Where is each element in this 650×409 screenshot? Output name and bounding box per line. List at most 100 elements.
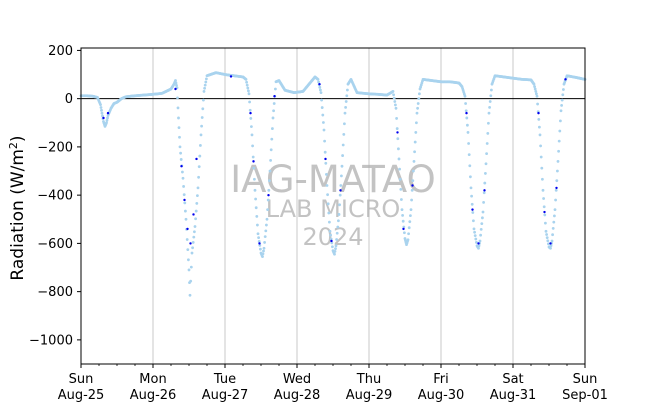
point-light [270, 137, 274, 141]
point-light [254, 206, 258, 210]
y-tick-label: 0 [65, 92, 73, 107]
point-light [479, 227, 483, 231]
point-light [542, 205, 546, 209]
point-light [549, 244, 553, 248]
point-light [340, 174, 343, 178]
point-dark [543, 210, 546, 214]
point-dark [106, 111, 110, 115]
point-light [331, 245, 334, 249]
point-dark [318, 82, 321, 86]
point-light [467, 153, 471, 157]
point-light [401, 219, 405, 223]
point-light [486, 131, 490, 135]
point-light [335, 231, 339, 235]
point-light [410, 198, 413, 202]
point-light [269, 159, 272, 162]
point-light [559, 109, 563, 113]
y-tick-label: −200 [37, 140, 73, 155]
point-light [201, 107, 205, 111]
point-light [181, 170, 184, 174]
point-dark [564, 78, 567, 81]
x-tick-label: Aug-27 [202, 388, 249, 403]
point-light [543, 213, 547, 217]
point-light [320, 98, 323, 102]
point-light [392, 93, 395, 97]
point-light [406, 239, 409, 243]
point-light [100, 108, 103, 112]
point-light [463, 92, 466, 96]
point-light [490, 88, 493, 92]
y-tick-label: −800 [37, 285, 73, 300]
point-light [192, 235, 196, 239]
x-tick-label: Sep-01 [562, 388, 608, 403]
point-light [324, 161, 328, 165]
point-light [205, 77, 208, 81]
point-light [473, 234, 477, 238]
x-tick-day: Thu [356, 372, 381, 387]
y-axis-label: Radiation (W/m2) [7, 135, 28, 280]
y-tick-label: −400 [37, 189, 73, 204]
point-dark [249, 111, 252, 115]
point-light [560, 104, 563, 107]
point-light [197, 165, 201, 169]
point-dark [186, 227, 189, 231]
point-light [467, 142, 470, 145]
point-light [412, 159, 416, 163]
point-light [532, 81, 535, 85]
point-light [247, 92, 251, 96]
point-light [558, 129, 562, 133]
point-dark [267, 193, 270, 197]
point-light [535, 92, 538, 96]
point-dark [195, 157, 198, 161]
point-light [323, 139, 326, 143]
point-light [261, 252, 265, 256]
point-light [199, 144, 202, 147]
point-light [321, 113, 325, 117]
point-light [200, 124, 204, 128]
point-light [193, 225, 197, 228]
point-light [394, 106, 398, 110]
point-light [346, 88, 349, 92]
point-light [538, 125, 541, 129]
point-light [203, 83, 207, 87]
point-light [401, 214, 404, 217]
point-dark [555, 186, 558, 190]
point-light [545, 233, 548, 236]
point-dark [229, 75, 233, 78]
point-light [470, 194, 473, 198]
point-light [466, 123, 469, 127]
point-light [265, 217, 269, 221]
point-light [272, 109, 275, 113]
point-light [176, 106, 180, 110]
point-light [488, 100, 492, 103]
point-light [340, 164, 344, 168]
point-light [554, 188, 558, 192]
x-tick-label: Aug-28 [274, 388, 321, 403]
point-light [344, 105, 347, 109]
point-light [250, 133, 254, 137]
point-light [539, 155, 543, 159]
point-light [469, 175, 472, 179]
point-light [268, 169, 272, 173]
point-light [418, 92, 421, 96]
point-light [484, 162, 488, 166]
point-light [537, 118, 541, 121]
point-light [109, 108, 112, 112]
point-light [204, 80, 208, 84]
point-light [253, 188, 257, 192]
point-light [246, 86, 250, 90]
point-light [409, 208, 413, 212]
point-dark [471, 208, 474, 211]
point-light [485, 142, 489, 145]
point-light [202, 98, 205, 102]
point-light [536, 102, 539, 106]
point-light [327, 211, 331, 215]
point-dark [330, 239, 333, 243]
point-light [335, 238, 338, 241]
data-points [79, 71, 587, 297]
point-light [177, 126, 181, 130]
point-light [541, 177, 544, 181]
point-light [254, 197, 257, 201]
point-light [197, 175, 201, 179]
point-dark [324, 157, 327, 161]
